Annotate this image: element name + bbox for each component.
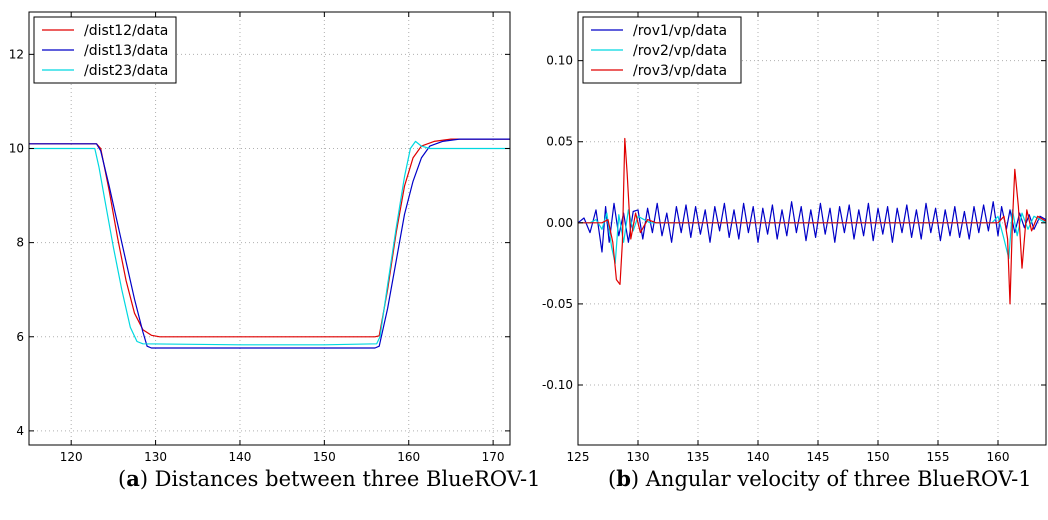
legend-box	[33, 16, 177, 84]
x-tick-label: 125	[567, 450, 590, 464]
y-tick-label: 10	[9, 141, 24, 155]
series-line-1	[29, 138, 510, 338]
legend-label-2: /rov2/vp/data	[633, 43, 727, 59]
angular-velocity-chart: 125 130 135 140 145 150 155 160 -0.10 -0.05 0.00 0.…	[542, 11, 1047, 464]
y-tick-label: 0.05	[546, 135, 573, 149]
series-line-1	[577, 201, 1047, 253]
y-tick-label: -0.10	[542, 378, 573, 392]
x-tick-label: 150	[313, 450, 336, 464]
plot-frame	[28, 11, 511, 446]
legend-label-1: /rov1/vp/data	[633, 23, 727, 39]
x-tick-label: 130	[144, 450, 167, 464]
distances-chart: 120 130 140 150 160 170 4 6 8 10 12/dist12/data/di…	[9, 11, 511, 464]
x-tick-label: 120	[60, 450, 83, 464]
legend: /dist12/data/dist13/data/dist23/data	[33, 16, 177, 84]
x-tick-label: 170	[482, 450, 505, 464]
x-tick-label: 145	[807, 450, 830, 464]
legend-label-2: /dist13/data	[84, 43, 168, 59]
legend-label-3: /rov3/vp/data	[633, 63, 727, 79]
y-tick-label: -0.05	[542, 297, 573, 311]
y-tick-label: 12	[9, 47, 24, 61]
x-tick-label: 140	[747, 450, 770, 464]
caption-a-letter: a	[126, 466, 140, 491]
caption-b-letter: b	[616, 466, 631, 491]
series-line-3	[578, 137, 1047, 305]
caption-a: (a) Distances between three BlueROV-1	[118, 466, 541, 491]
y-tick-label: 6	[16, 330, 24, 344]
x-tick-label: 150	[867, 450, 890, 464]
caption-b: (b) Angular velocity of three BlueROV-1	[608, 466, 1032, 491]
caption-a-text: ) Distances between three BlueROV-1	[139, 467, 541, 491]
caption-b-text: ) Angular velocity of three BlueROV-1	[630, 467, 1032, 491]
legend: /rov1/vp/data/rov2/vp/data/rov3/vp/data	[582, 16, 742, 84]
x-tick-label: 135	[687, 450, 710, 464]
x-tick-label: 140	[229, 450, 252, 464]
y-tick-label: 0.00	[546, 216, 573, 230]
grid	[577, 12, 1046, 445]
plot-frame	[577, 11, 1047, 446]
legend-label-1: /dist12/data	[84, 23, 168, 39]
x-tick-label: 155	[927, 450, 950, 464]
x-tick-label: 160	[397, 450, 420, 464]
series-line-2	[29, 138, 510, 349]
y-tick-label: 8	[16, 236, 24, 250]
x-tick-label: 130	[627, 450, 650, 464]
x-tick-label: 160	[987, 450, 1010, 464]
legend-label-3: /dist23/data	[84, 63, 168, 79]
y-tick-label: 4	[16, 424, 24, 438]
series-line-2	[578, 209, 1047, 264]
series-line-3	[29, 140, 510, 346]
y-tick-label: 0.10	[546, 54, 573, 68]
